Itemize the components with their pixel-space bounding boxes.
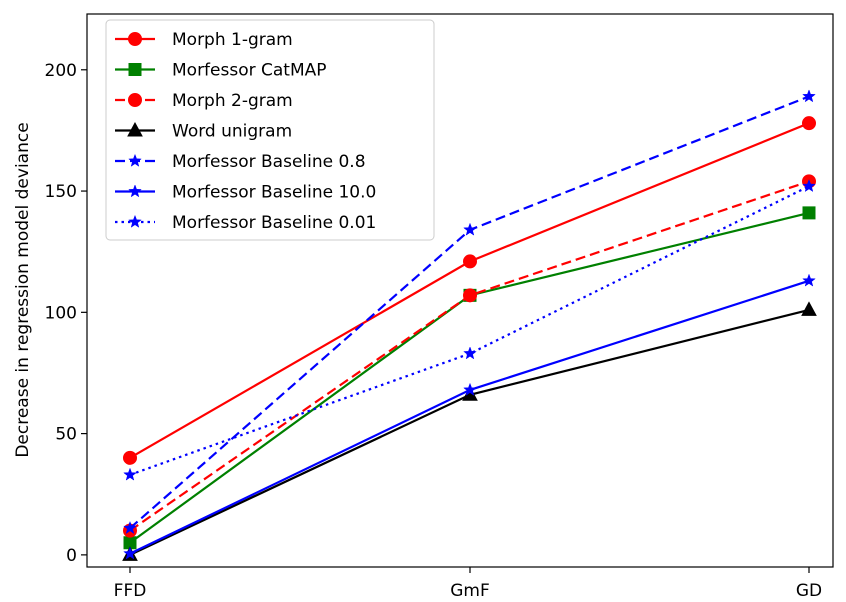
y-axis-label: Decrease in regression model deviance xyxy=(13,122,33,457)
series-6 xyxy=(123,178,816,481)
legend-marker xyxy=(128,63,142,76)
legend-label: Word unigram xyxy=(172,122,292,142)
legend-marker xyxy=(128,184,142,198)
data-point xyxy=(463,346,477,360)
x-tick-label: GD xyxy=(796,581,822,601)
y-tick-label: 150 xyxy=(45,182,77,202)
legend-label: Morfessor Baseline 0.8 xyxy=(172,152,366,172)
y-tick-label: 50 xyxy=(55,425,77,445)
legend-marker xyxy=(128,153,142,167)
data-point xyxy=(123,520,137,535)
x-tick-label: GmF xyxy=(450,581,490,601)
legend-label: Morfessor Baseline 10.0 xyxy=(172,183,376,203)
legend-marker xyxy=(127,121,143,137)
data-point xyxy=(802,116,816,131)
y-tick-label: 0 xyxy=(66,546,77,566)
series-0 xyxy=(123,116,816,465)
x-tick-label: FFD xyxy=(114,581,147,601)
y-tick-label: 100 xyxy=(45,303,77,323)
legend-label: Morph 1-gram xyxy=(172,30,293,50)
legend-label: Morph 2-gram xyxy=(172,91,293,111)
series-4 xyxy=(123,89,816,535)
legend-label: Morfessor Baseline 0.01 xyxy=(172,213,376,233)
legend-label: Morfessor CatMAP xyxy=(172,61,327,81)
legend-marker xyxy=(128,214,142,228)
data-point xyxy=(463,222,477,236)
y-axis-ticks: 0 50 100 150 200 xyxy=(45,61,87,566)
series-layer xyxy=(122,89,817,561)
data-point xyxy=(463,382,477,396)
legend-marker xyxy=(128,32,142,46)
series-3 xyxy=(122,301,817,561)
y-tick-label: 200 xyxy=(45,61,77,81)
data-point xyxy=(123,450,137,465)
legend: Morph 1-gram Morfessor CatMAP Morph 2-gram… xyxy=(105,19,435,241)
legend-marker xyxy=(128,93,142,107)
series-5 xyxy=(123,273,816,560)
data-point xyxy=(802,89,816,103)
data-point xyxy=(123,546,137,560)
data-point xyxy=(802,206,816,220)
data-point xyxy=(802,273,816,287)
data-point xyxy=(123,467,137,481)
series-line xyxy=(129,185,810,476)
data-point xyxy=(801,301,817,316)
legend-box xyxy=(105,19,435,241)
data-point xyxy=(463,288,477,303)
x-axis-ticks: FFD GmF GD xyxy=(114,567,822,601)
data-point xyxy=(463,254,477,269)
data-point xyxy=(802,178,816,193)
